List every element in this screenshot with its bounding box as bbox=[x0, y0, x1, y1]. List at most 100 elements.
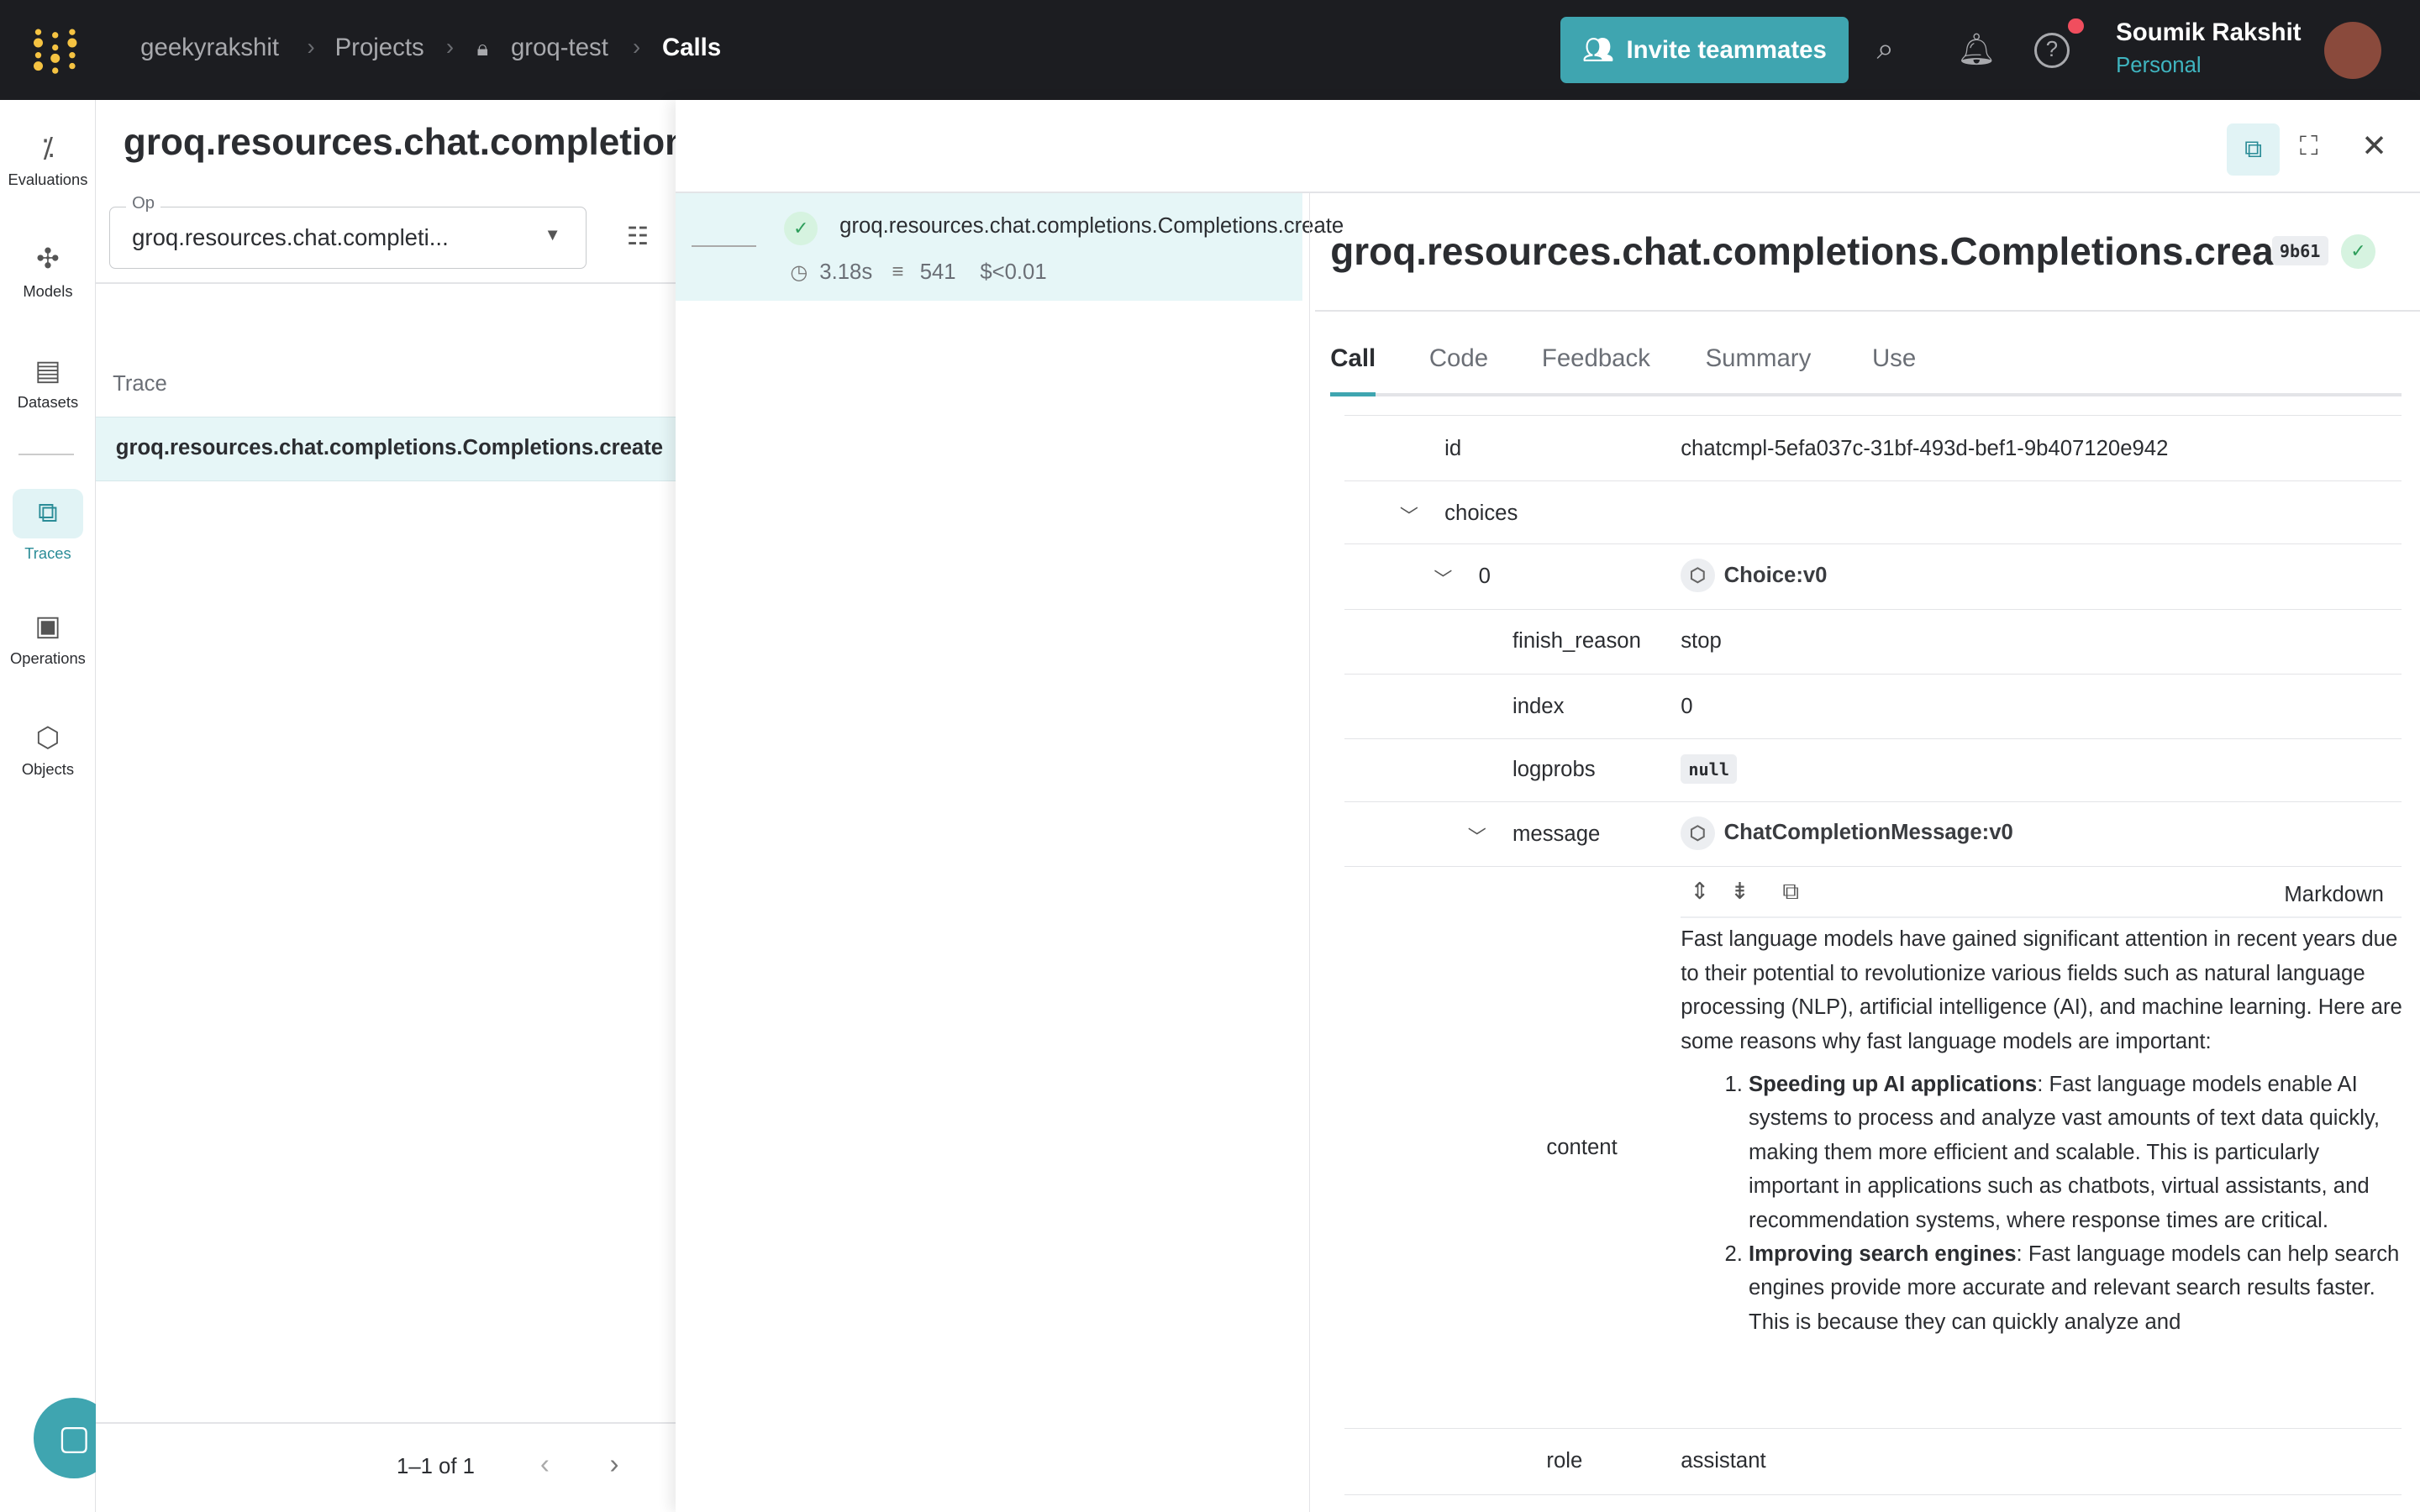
attr-row-message bbox=[1344, 802, 2402, 868]
op-select[interactable]: Op groq.resources.chat.completi... ▼ bbox=[109, 193, 587, 269]
tab-call[interactable]: Call bbox=[1330, 344, 1376, 372]
item-heading: Speeding up AI applications bbox=[1749, 1073, 2038, 1096]
search-icon[interactable]: ⌕ bbox=[1876, 30, 1895, 66]
bell-icon[interactable]: 🔔︎ bbox=[1956, 31, 1996, 66]
tab-feedback[interactable]: Feedback bbox=[1541, 344, 1650, 372]
op-label: Op bbox=[125, 193, 161, 213]
item-text: : Fast language models enable AI systems… bbox=[1749, 1073, 2381, 1232]
sidebar-item-datasets[interactable]: ▤ Datasets bbox=[0, 354, 96, 412]
cube-icon: ⬡ bbox=[1681, 558, 1715, 593]
divider bbox=[18, 453, 75, 455]
cube-icon: ⬡ bbox=[35, 722, 60, 753]
key-id: id bbox=[1444, 436, 1462, 460]
key-index: index bbox=[1512, 694, 1565, 718]
key-choices: choices bbox=[1444, 501, 1518, 525]
op-value: groq.resources.chat.completi... bbox=[132, 224, 449, 251]
attr-row-choices bbox=[1344, 481, 2402, 545]
value-id: chatcmpl-5efa037c-31bf-493d-bef1-9b40712… bbox=[1681, 436, 2169, 460]
top-bar: geekyrakshit › Projects › 🔒︎ groq-test ›… bbox=[0, 0, 2420, 101]
user-name[interactable]: Soumik Rakshit bbox=[2116, 18, 2302, 47]
value-logprobs: null bbox=[1681, 754, 1738, 785]
column-header-trace[interactable]: Trace bbox=[113, 371, 167, 396]
sidebar-label: Operations bbox=[10, 648, 86, 667]
content-list-item: Improving search engines: Fast language … bbox=[1749, 1237, 2406, 1339]
sidebar-item-evaluations[interactable]: ⁒ Evaluations bbox=[0, 131, 96, 189]
tab-summary[interactable]: Summary bbox=[1705, 344, 1812, 372]
tree-node-name: groq.resources.chat.completions.Completi… bbox=[839, 214, 1344, 239]
divider bbox=[1308, 192, 1311, 1512]
message-object-ref[interactable]: ⬡ ChatCompletionMessage:v0 bbox=[1681, 816, 2013, 851]
key-role: role bbox=[1546, 1448, 1583, 1473]
wandb-logo-icon[interactable] bbox=[34, 24, 80, 75]
version-badge[interactable]: 9b61 bbox=[2271, 236, 2328, 266]
breadcrumb-project[interactable]: groq-test bbox=[510, 34, 608, 62]
tab-use[interactable]: Use bbox=[1871, 344, 1917, 372]
sidebar-label: Objects bbox=[21, 760, 75, 779]
divider bbox=[676, 191, 2420, 193]
attr-row-content bbox=[1344, 867, 2402, 1429]
attr-row-finish-reason bbox=[1344, 610, 2402, 675]
cube-icon: ⬡ bbox=[1681, 816, 1715, 851]
user-plan[interactable]: Personal bbox=[2116, 54, 2202, 78]
help-icon[interactable]: ? bbox=[2033, 32, 2070, 68]
attr-row-id bbox=[1344, 415, 2402, 482]
tokens-icon: ≡ bbox=[892, 260, 904, 284]
content-list-item: Speeding up AI applications: Fast langua… bbox=[1749, 1068, 2406, 1237]
chevron-down-icon[interactable]: ﹀ bbox=[1434, 569, 1453, 591]
item-text: : Fast language models can help search e… bbox=[1749, 1242, 2400, 1334]
key-message: message bbox=[1512, 822, 1601, 846]
attr-row-logprobs bbox=[1344, 739, 2402, 803]
divider bbox=[95, 1422, 676, 1425]
trace-tree-toggle-icon[interactable]: ⧉ bbox=[2227, 123, 2280, 176]
attr-row-choice-0 bbox=[1344, 544, 2402, 610]
call-title: groq.resources.chat.completions.Completi… bbox=[1330, 228, 2308, 273]
sidebar-item-models[interactable]: ✣ Models bbox=[0, 242, 96, 300]
token-count: 541 bbox=[919, 260, 956, 285]
active-tab-indicator bbox=[1330, 391, 1376, 397]
attr-row-role bbox=[1344, 1429, 2402, 1495]
tabs-underline bbox=[1330, 393, 2402, 397]
table-icon: ▤ bbox=[34, 354, 61, 386]
invite-label: Invite teammates bbox=[1626, 35, 1827, 64]
collapse-icon[interactable]: ⇟ bbox=[1729, 878, 1750, 905]
success-check-icon: ✓ bbox=[2341, 234, 2375, 269]
chevron-down-icon[interactable]: ﹀ bbox=[1467, 826, 1486, 848]
value-role: assistant bbox=[1681, 1448, 1766, 1473]
columns-icon[interactable]: ☷ bbox=[626, 223, 650, 251]
lock-icon: 🔒︎ bbox=[476, 37, 489, 61]
breadcrumb-entity[interactable]: geekyrakshit bbox=[140, 34, 280, 62]
invite-teammates-button[interactable]: 👥︎ Invite teammates bbox=[1560, 17, 1849, 84]
choice-object-ref[interactable]: ⬡ Choice:v0 bbox=[1681, 558, 1827, 593]
sidebar-item-objects[interactable]: ⬡ Objects bbox=[0, 721, 96, 779]
item-heading: Improving search engines bbox=[1749, 1242, 2017, 1267]
trace-tree-node[interactable]: ✓ groq.resources.chat.completions.Comple… bbox=[676, 192, 1344, 302]
breadcrumb-calls[interactable]: Calls bbox=[661, 34, 722, 62]
cost: $<0.01 bbox=[980, 260, 1047, 285]
key-logprobs: logprobs bbox=[1512, 757, 1596, 781]
key-0: 0 bbox=[1478, 564, 1491, 589]
close-icon[interactable]: ✕ bbox=[2361, 129, 2387, 164]
tab-code[interactable]: Code bbox=[1428, 344, 1489, 372]
sidebar-item-traces[interactable]: ⧉ Traces bbox=[0, 489, 96, 563]
fullscreen-icon[interactable]: ⛶ bbox=[2299, 131, 2318, 161]
avatar[interactable] bbox=[2324, 21, 2382, 79]
expand-icon[interactable]: ⇕ bbox=[1690, 878, 1710, 905]
terminal-icon: ▣ bbox=[34, 611, 61, 643]
format-select[interactable]: Markdown bbox=[2284, 882, 2384, 906]
sidebar-item-operations[interactable]: ▣ Operations bbox=[0, 609, 96, 667]
attr-row-index bbox=[1344, 675, 2402, 739]
pagination-count: 1–1 of 1 bbox=[397, 1455, 475, 1479]
latency: 3.18s bbox=[819, 260, 873, 285]
table-row[interactable]: groq.resources.chat.completions.Completi… bbox=[95, 416, 676, 482]
call-drawer: ⧉ ⛶ ✕ ✓ groq.resources.chat.completions.… bbox=[676, 100, 2420, 1512]
chevron-right-icon: › bbox=[633, 34, 641, 60]
value-index: 0 bbox=[1681, 694, 1693, 718]
key-content: content bbox=[1546, 1135, 1618, 1159]
copy-icon[interactable]: ⧉ bbox=[1782, 878, 1800, 905]
chevron-down-icon[interactable]: ﹀ bbox=[1399, 505, 1418, 527]
prev-page-icon[interactable]: ‹ bbox=[539, 1448, 550, 1480]
next-page-icon[interactable]: › bbox=[609, 1448, 619, 1480]
breadcrumb-projects[interactable]: Projects bbox=[334, 34, 424, 62]
trace-name[interactable]: groq.resources.chat.completions.Completi… bbox=[115, 435, 664, 459]
chevron-right-icon: › bbox=[445, 34, 454, 60]
